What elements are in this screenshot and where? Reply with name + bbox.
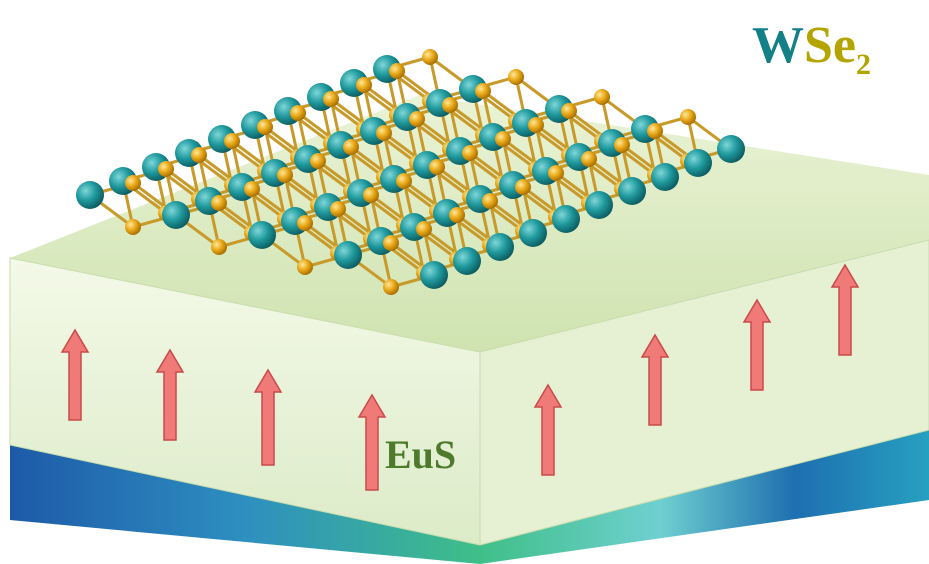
w-atom	[552, 205, 580, 233]
w-atom	[618, 177, 646, 205]
wse2-label: WSe2	[752, 17, 871, 81]
w-atom	[162, 201, 190, 229]
se-atom	[389, 63, 405, 79]
w-atom	[717, 135, 745, 163]
se-atom	[211, 239, 227, 255]
arrow	[640, 333, 670, 426]
slab-front-right	[479, 239, 929, 546]
se-atom	[383, 235, 399, 251]
se-atom	[363, 187, 379, 203]
se-atom	[356, 77, 372, 93]
w-atom	[585, 191, 613, 219]
se-atom	[680, 109, 696, 125]
se-atom	[508, 69, 524, 85]
se-atom	[257, 119, 273, 135]
w-atom	[334, 241, 362, 269]
arrow	[742, 298, 772, 391]
se-atom	[277, 167, 293, 183]
se-atom	[515, 179, 531, 195]
se-atom	[548, 165, 564, 181]
se-atom	[383, 279, 399, 295]
se-atom	[297, 215, 313, 231]
label-w: W	[752, 17, 804, 74]
w-atom	[486, 233, 514, 261]
se-atom	[462, 145, 478, 161]
magnetization-arrows	[60, 263, 860, 491]
se-atom	[323, 91, 339, 107]
w-atom	[420, 261, 448, 289]
arrow	[155, 348, 185, 441]
se-atom	[429, 159, 445, 175]
se-atom	[244, 181, 260, 197]
se-atom	[409, 111, 425, 127]
substrate-left	[10, 445, 480, 564]
se-atom	[416, 221, 432, 237]
arrow	[357, 393, 387, 491]
eus-label: EuS	[385, 432, 456, 477]
se-atom	[125, 175, 141, 191]
w-atom	[453, 247, 481, 275]
se-atom	[594, 89, 610, 105]
arrow	[253, 368, 283, 466]
label-subscript: 2	[856, 48, 871, 81]
se-atom	[125, 219, 141, 235]
w-atom	[519, 219, 547, 247]
w-atom	[76, 181, 104, 209]
se-atom	[376, 125, 392, 141]
se-atom	[396, 173, 412, 189]
se-atom	[442, 97, 458, 113]
se-atom	[297, 259, 313, 275]
se-atom	[224, 133, 240, 149]
se-atom	[449, 207, 465, 223]
arrow	[830, 263, 860, 356]
se-atom	[482, 193, 498, 209]
se-atom	[158, 161, 174, 177]
se-atom	[528, 117, 544, 133]
se-atom	[647, 123, 663, 139]
se-atom	[475, 83, 491, 99]
arrow	[533, 383, 563, 476]
label-se: Se	[804, 17, 856, 74]
se-atom	[211, 195, 227, 211]
se-atom	[614, 137, 630, 153]
se-atom	[495, 131, 511, 147]
se-atom	[191, 147, 207, 163]
se-atom	[290, 105, 306, 121]
w-atom	[248, 221, 276, 249]
wse2-lattice	[76, 49, 745, 295]
substrate-right	[480, 430, 929, 564]
w-atom	[651, 163, 679, 191]
se-atom	[561, 103, 577, 119]
se-atom	[343, 139, 359, 155]
se-atom	[310, 153, 326, 169]
se-atom	[422, 49, 438, 65]
se-atom	[330, 201, 346, 217]
arrow	[60, 328, 90, 421]
se-atom	[581, 151, 597, 167]
w-atom	[684, 149, 712, 177]
